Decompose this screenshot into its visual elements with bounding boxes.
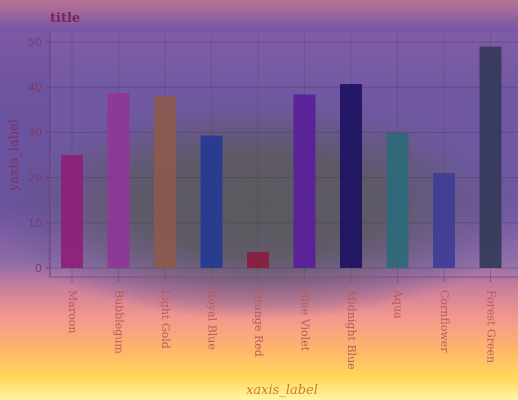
x-axis-label: xaxis_label (246, 383, 318, 398)
bar-blue-violet (293, 94, 316, 268)
y-tick-label: 30 (28, 126, 42, 139)
x-tick-labels: Maroon Bubblegum Light Gold Royal Blue Orang… (66, 289, 498, 370)
bars (61, 46, 502, 268)
axes (46, 33, 518, 282)
bar-forest-green (479, 46, 502, 268)
y-axis-label: yaxis_label (7, 119, 22, 192)
x-tick-label: Bubblegum (113, 290, 126, 354)
bar-bubblegum (107, 93, 130, 268)
x-tick-label: Cornflower (438, 290, 451, 353)
x-tick-label: Midnight Blue (345, 290, 358, 370)
x-tick-label: Forest Green (485, 290, 498, 363)
bar-aqua (386, 132, 409, 268)
bar-light-gold (154, 96, 176, 268)
y-tick-label: 0 (35, 262, 42, 275)
x-tick-label: Light Gold (159, 290, 172, 349)
x-tick-label: Blue Violet (299, 290, 312, 352)
x-tick-label: Maroon (66, 290, 79, 333)
y-tick-label: 20 (28, 172, 42, 185)
bar-royal-blue (200, 135, 223, 268)
chart-title: title (50, 11, 80, 26)
y-tick-label: 10 (28, 217, 42, 230)
x-tick-label: Aqua (392, 289, 405, 319)
bar-midnight-blue (340, 84, 362, 268)
x-tick-label: Royal Blue (206, 290, 219, 350)
bar-orange-red (247, 252, 269, 268)
y-tick-label: 40 (28, 81, 42, 94)
bar-maroon (61, 155, 83, 268)
bar-cornflower (433, 173, 455, 268)
y-tick-label: 50 (28, 36, 42, 49)
y-tick-labels: 0 10 20 30 40 50 (28, 36, 42, 275)
x-tick-label: Orange Red (252, 290, 265, 357)
